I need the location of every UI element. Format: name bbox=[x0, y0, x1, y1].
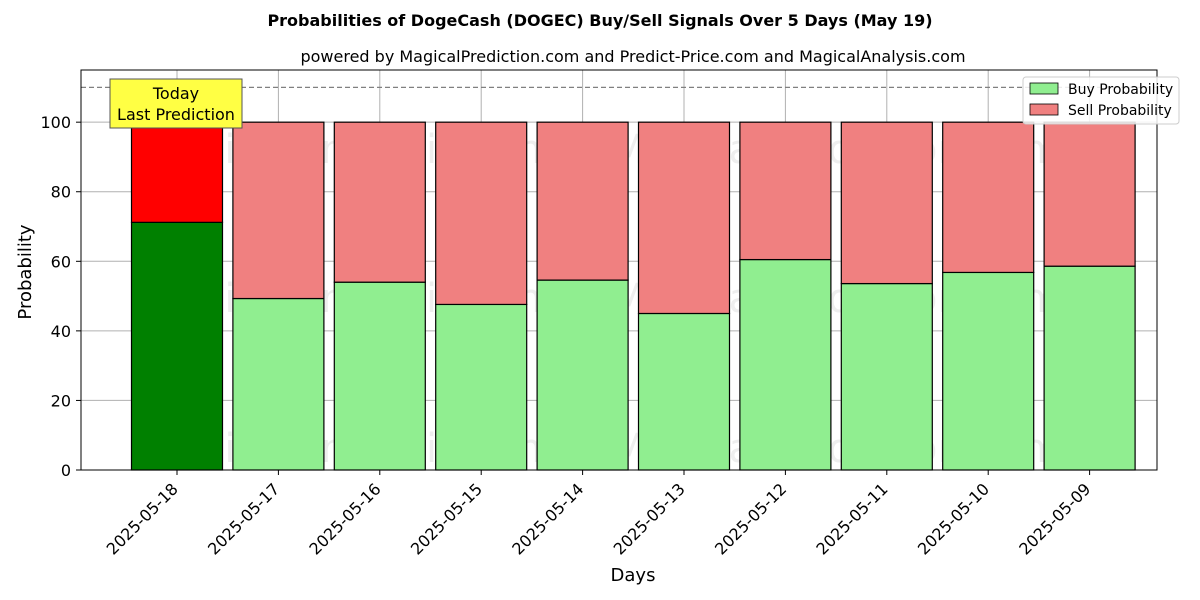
bar-sell bbox=[435, 121, 528, 306]
bar-buy bbox=[840, 282, 933, 471]
x-tick-label: 2025-05-18 bbox=[103, 479, 182, 558]
plot-frame bbox=[80, 69, 1158, 471]
y-axis-label: Probability bbox=[15, 224, 36, 319]
x-tick-label: 2025-05-15 bbox=[407, 479, 486, 558]
x-axis-label: Days bbox=[611, 565, 656, 586]
bar-buy bbox=[232, 297, 325, 471]
legend-label-buy: Buy Probability bbox=[1068, 82, 1173, 98]
annotation-line2: Last Prediction bbox=[117, 105, 235, 124]
x-tick-label: 2025-05-16 bbox=[305, 479, 384, 558]
x-tick-label: 2025-05-11 bbox=[812, 479, 891, 558]
legend: Buy Probability Sell Probability bbox=[1022, 76, 1180, 125]
x-tick-label: 2025-05-09 bbox=[1015, 479, 1094, 558]
chart-title: Probabilities of DogeCash (DOGEC) Buy/Se… bbox=[267, 11, 932, 30]
x-tick-label: 2025-05-14 bbox=[508, 479, 587, 558]
bar-sell bbox=[637, 121, 731, 315]
legend-label-sell: Sell Probability bbox=[1068, 103, 1172, 119]
bar-buy bbox=[1043, 265, 1136, 471]
bars bbox=[130, 121, 1136, 471]
annotation-box: Today Last Prediction bbox=[109, 78, 243, 129]
bar-buy bbox=[536, 279, 629, 471]
annotation-background bbox=[109, 78, 243, 129]
legend-frame bbox=[1022, 76, 1180, 125]
bar-sell bbox=[739, 121, 832, 261]
annotation-line1: Today bbox=[152, 84, 199, 103]
bar-sell bbox=[130, 121, 224, 223]
legend-swatch-buy bbox=[1029, 82, 1059, 95]
bar-sell bbox=[333, 121, 426, 283]
bar-buy bbox=[942, 271, 1035, 471]
bar-buy bbox=[739, 258, 832, 471]
y-tick-label: 80 bbox=[51, 183, 71, 202]
bar-sell bbox=[232, 121, 325, 300]
bar-sell bbox=[942, 121, 1035, 274]
legend-swatch-sell bbox=[1029, 103, 1059, 116]
bar-buy bbox=[637, 312, 731, 471]
y-tick-label: 40 bbox=[51, 322, 71, 341]
bar-buy bbox=[333, 281, 426, 471]
bar-buy bbox=[130, 221, 224, 471]
bar-sell bbox=[1043, 121, 1136, 267]
bar-buy bbox=[435, 303, 528, 471]
chart-subtitle: powered by MagicalPrediction.com and Pre… bbox=[300, 47, 965, 66]
x-tick-label: 2025-05-12 bbox=[711, 479, 790, 558]
x-axis: 2025-05-18 2025-05-17 2025-05-16 2025-05-15… bbox=[103, 470, 1094, 559]
bar-sell bbox=[536, 121, 629, 281]
x-tick-label: 2025-05-17 bbox=[204, 479, 283, 558]
x-tick-label: 2025-05-13 bbox=[610, 479, 689, 558]
y-tick-label: 60 bbox=[51, 252, 71, 271]
y-tick-label: 0 bbox=[61, 461, 71, 480]
x-tick-label: 2025-05-10 bbox=[914, 479, 993, 558]
y-axis: 0 20 40 60 80 100 bbox=[40, 113, 81, 480]
bar-sell bbox=[840, 121, 933, 285]
y-tick-label: 100 bbox=[40, 113, 71, 132]
y-tick-label: 20 bbox=[51, 391, 71, 410]
